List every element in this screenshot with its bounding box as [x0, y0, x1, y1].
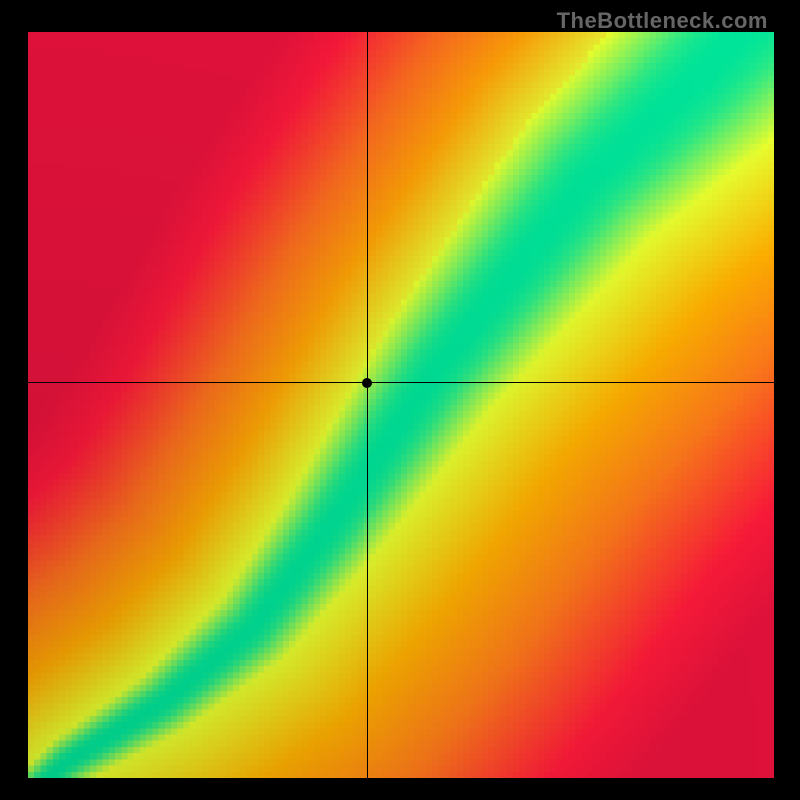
heatmap-plot: [28, 32, 774, 778]
crosshair-marker: [362, 378, 372, 388]
crosshair-vertical: [367, 32, 368, 778]
watermark-text: TheBottleneck.com: [557, 8, 768, 34]
heatmap-canvas: [28, 32, 774, 778]
crosshair-horizontal: [28, 382, 774, 383]
figure-container: TheBottleneck.com: [0, 0, 800, 800]
